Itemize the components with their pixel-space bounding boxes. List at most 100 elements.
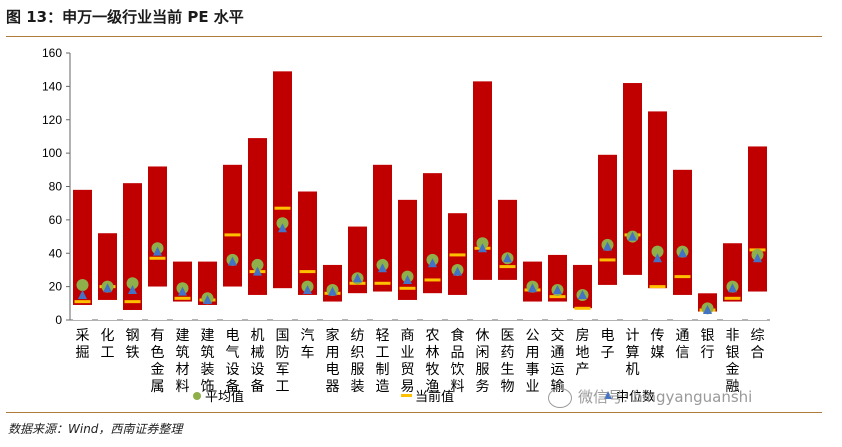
x-tick-label: 设 xyxy=(251,362,265,378)
bar-base xyxy=(573,308,592,320)
x-tick-label: 军 xyxy=(276,362,290,378)
x-tick-label: 用 xyxy=(326,345,340,361)
current-marker xyxy=(299,270,316,274)
median-triangle xyxy=(728,283,737,293)
x-tick-label: 属 xyxy=(151,379,165,395)
bar-base xyxy=(523,301,542,320)
current-marker xyxy=(449,253,466,257)
x-tick-label: 料 xyxy=(176,379,190,395)
bar-base xyxy=(723,301,742,320)
x-tick-label: 通 xyxy=(551,345,565,361)
bar-range xyxy=(748,146,767,292)
y-tick-label: 100 xyxy=(42,146,62,160)
current-marker xyxy=(549,295,566,299)
x-tick-label: 化 xyxy=(101,328,115,344)
bar-range xyxy=(148,166,167,287)
x-tick-label: 气 xyxy=(226,345,240,361)
median-triangle xyxy=(403,274,412,284)
x-tick-label: 金 xyxy=(726,362,740,378)
bar-base xyxy=(448,294,467,320)
x-tick-label: 商 xyxy=(401,328,415,344)
median-triangle xyxy=(553,284,562,294)
x-tick-label: 通 xyxy=(676,328,690,344)
x-tick-label: 国 xyxy=(276,328,290,344)
x-tick-label: 有 xyxy=(151,328,165,344)
x-tick-label: 信 xyxy=(676,345,690,361)
bar-range xyxy=(173,261,192,302)
mean-dot xyxy=(251,258,264,271)
wechat-icon xyxy=(548,387,572,408)
x-tick-label: 品 xyxy=(451,345,465,361)
current-marker xyxy=(224,233,241,237)
current-marker xyxy=(574,306,591,310)
x-tick-label: 料 xyxy=(451,379,465,395)
mean-dot xyxy=(276,217,289,230)
bar-base xyxy=(423,293,442,320)
y-tick-label: 0 xyxy=(55,313,62,327)
current-marker xyxy=(649,285,666,289)
x-tick-label: 饰 xyxy=(201,379,215,395)
x-tick-label: 计 xyxy=(626,328,640,344)
x-tick-label: 非 xyxy=(726,328,740,344)
bar-base xyxy=(73,304,92,320)
x-tick-label: 休 xyxy=(476,328,490,344)
x-tick-label: 医 xyxy=(501,328,515,344)
x-tick-label: 铁 xyxy=(126,345,140,361)
x-tick-label: 装 xyxy=(351,379,365,395)
bar-base xyxy=(98,299,117,320)
median-triangle xyxy=(603,241,612,251)
x-tick-label: 电 xyxy=(226,328,240,344)
x-tick-label: 钢 xyxy=(126,328,140,344)
median-triangle xyxy=(103,283,112,293)
x-tick-label: 银 xyxy=(701,328,715,344)
y-tick-label: 20 xyxy=(49,280,63,294)
y-tick-label: 40 xyxy=(49,246,63,260)
legend-current-marker xyxy=(401,394,412,397)
median-triangle xyxy=(503,253,512,263)
bar-base xyxy=(348,293,367,320)
bar-range xyxy=(723,243,742,302)
x-tick-label: 材 xyxy=(176,362,190,378)
median-triangle xyxy=(278,223,287,233)
bar-base xyxy=(148,286,167,320)
x-tick-label: 纺 xyxy=(351,328,365,344)
x-tick-label: 金 xyxy=(151,362,165,378)
x-tick-label: 物 xyxy=(501,379,515,395)
x-tick-label: 贸 xyxy=(401,362,415,378)
x-tick-label: 房 xyxy=(576,328,590,344)
data-source: 数据来源：Wind，西南证券整理 xyxy=(8,422,183,436)
bar-base xyxy=(473,279,492,320)
current-marker xyxy=(724,296,741,300)
bar-range xyxy=(673,169,692,295)
median-triangle xyxy=(528,283,537,293)
x-tick-label: 械 xyxy=(251,345,265,361)
bar-base xyxy=(273,288,292,320)
x-tick-label: 运 xyxy=(551,362,565,378)
x-tick-label: 子 xyxy=(601,345,615,361)
x-tick-label: 易 xyxy=(401,379,415,395)
bar-range xyxy=(73,189,92,305)
bar-range xyxy=(273,71,292,289)
median-triangle xyxy=(78,289,87,299)
median-triangle xyxy=(703,304,712,314)
x-tick-label: 工 xyxy=(101,345,115,361)
watermark-text: 微信号: bingyanguanshi xyxy=(578,388,753,406)
x-tick-label: 饮 xyxy=(451,362,465,378)
x-tick-label: 轻 xyxy=(376,328,390,344)
x-tick-label: 务 xyxy=(476,379,490,395)
wechat-watermark: 微信号: bingyanguanshi xyxy=(548,386,752,408)
current-marker xyxy=(399,286,416,290)
footer-rule xyxy=(6,412,822,413)
x-tick-label: 造 xyxy=(376,379,390,395)
x-tick-label: 家 xyxy=(326,327,340,344)
bar-range xyxy=(473,81,492,280)
x-tick-label: 工 xyxy=(276,379,290,395)
bar-base xyxy=(398,299,417,320)
figure-title: 图 13：申万一级行业当前 PE 水平 xyxy=(6,8,244,26)
median-triangle xyxy=(428,258,437,268)
x-tick-label: 防 xyxy=(276,345,290,361)
current-marker xyxy=(374,281,391,285)
x-tick-label: 媒 xyxy=(651,345,665,361)
median-triangle xyxy=(303,284,312,294)
bar-base xyxy=(373,291,392,320)
